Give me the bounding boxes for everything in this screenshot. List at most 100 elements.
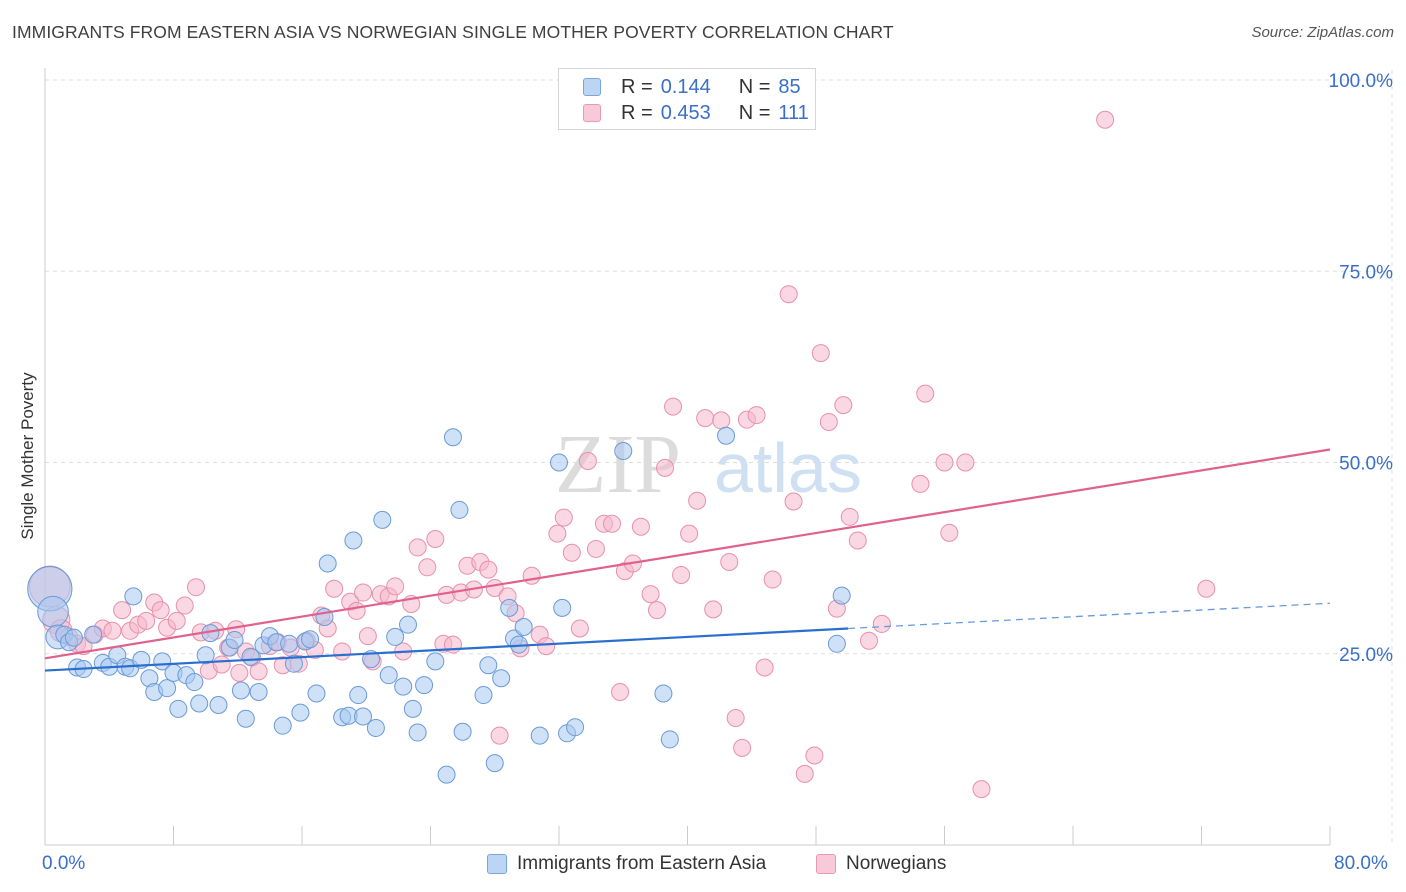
eastern-asia-trend-extension: [848, 602, 1331, 630]
norwegians-point: [631, 517, 650, 536]
norwegians-point: [479, 560, 498, 579]
y-tick-label: 25.0%: [1339, 645, 1393, 666]
norwegians-point: [972, 780, 991, 799]
norwegians-point: [704, 600, 723, 619]
norwegians-point: [418, 558, 437, 577]
norwegians-point: [672, 565, 691, 584]
norwegians-point: [490, 726, 509, 745]
eastern-asia-point: [354, 707, 373, 726]
norwegians-point: [763, 570, 782, 589]
norwegians-point: [916, 384, 935, 403]
eastern-asia-point: [373, 510, 392, 529]
norwegians-point: [548, 524, 567, 543]
norwegians-point: [103, 621, 122, 640]
norwegians-point: [840, 507, 859, 526]
norwegians-point: [354, 583, 373, 602]
y-tick-labels: 25.0% 50.0% 75.0% 100.0%: [1329, 71, 1394, 666]
norwegians-point: [688, 491, 707, 510]
eastern-asia-point: [566, 718, 585, 737]
norwegians-point: [811, 344, 830, 363]
eastern-asia-point: [450, 500, 469, 519]
eastern-asia-point: [196, 646, 215, 665]
norwegians-point: [186, 578, 205, 597]
eastern-asia-point: [84, 625, 103, 644]
eastern-asia-point: [132, 650, 151, 669]
bottom-legend-label: Immigrants from Eastern Asia: [517, 853, 767, 874]
norwegians-point: [386, 577, 405, 596]
norwegians-point: [554, 508, 573, 527]
axes: [44, 68, 1331, 846]
bottom-legend-eastern-asia: Immigrants from Eastern Asia: [487, 852, 766, 876]
norwegians-point: [603, 514, 622, 533]
norwegians-point: [726, 709, 745, 728]
eastern-asia-point: [362, 650, 381, 669]
norwegians-point: [647, 601, 666, 620]
eastern-asia-point: [474, 686, 493, 705]
norwegians-point: [1197, 579, 1216, 598]
eastern-asia-point: [301, 630, 320, 649]
eastern-asia-point: [415, 676, 434, 695]
eastern-asia-point: [366, 718, 385, 737]
eastern-asia-point: [190, 694, 209, 713]
legend-row-norwegians: R = 0.453 N = 111: [583, 100, 809, 126]
legend-row-eastern-asia: R = 0.144 N = 85: [583, 74, 801, 100]
norwegians-point: [784, 492, 803, 511]
norwegians-point: [940, 523, 959, 542]
chart-title: IMMIGRANTS FROM EASTERN ASIA VS NORWEGIA…: [12, 22, 894, 42]
eastern-asia-point: [492, 669, 511, 688]
norwegians-point: [680, 524, 699, 543]
norwegians-point: [175, 596, 194, 615]
legend-swatch-pink: [583, 104, 601, 122]
norwegians-point: [872, 614, 891, 633]
norwegians-point: [358, 627, 377, 646]
correlation-legend: R = 0.144 N = 85 R = 0.453 N = 111: [558, 68, 816, 130]
eastern-asia-point: [273, 716, 292, 735]
eastern-asia-point: [349, 686, 368, 705]
norwegians-point: [819, 412, 838, 431]
norwegians-point: [562, 543, 581, 562]
y-tick-label: 75.0%: [1339, 262, 1393, 283]
eastern-asia-point: [614, 442, 633, 461]
legend-swatch-blue: [583, 78, 601, 96]
norwegians-point: [212, 655, 231, 674]
norwegians-point: [747, 406, 766, 425]
eastern-asia-point: [553, 598, 572, 617]
eastern-asia-point: [64, 628, 83, 647]
eastern-asia-point: [307, 684, 326, 703]
eastern-asia-point: [284, 654, 303, 673]
norwegians-point: [911, 474, 930, 493]
eastern-asia-point: [832, 586, 851, 605]
norwegians-point: [1096, 110, 1115, 129]
eastern-asia-point: [158, 679, 177, 698]
norwegians-point: [537, 637, 556, 656]
eastern-asia-point: [225, 630, 244, 649]
norwegians-point: [611, 683, 630, 701]
eastern-asia-point: [403, 699, 422, 718]
eastern-asia-point: [514, 617, 533, 636]
eastern-asia-point: [530, 726, 549, 745]
norwegians-point: [712, 411, 731, 430]
eastern-asia-point: [399, 615, 418, 634]
norwegians-point: [779, 285, 798, 304]
eastern-asia-point: [827, 634, 846, 653]
eastern-asia-point: [500, 598, 519, 617]
norwegians-point: [586, 539, 605, 558]
x-tick-max: 80.0%: [1334, 853, 1388, 874]
legend-r-label: R =: [621, 101, 653, 124]
norwegians-point: [333, 642, 352, 661]
norwegians-point: [860, 631, 879, 650]
eastern-asia-point: [654, 684, 673, 703]
eastern-asia-trend-line: [44, 627, 849, 672]
eastern-asia-point: [185, 673, 204, 692]
norwegians-point: [347, 601, 366, 620]
norwegians-point: [408, 538, 427, 557]
eastern-asia-point: [443, 428, 462, 447]
grid-lines: [45, 70, 1393, 845]
bottom-legend-swatch-pink: [816, 854, 836, 874]
eastern-asia-point: [124, 587, 143, 606]
legend-n-label: N =: [738, 101, 771, 124]
norwegians-point: [720, 552, 739, 571]
y-axis-label: Single Mother Poverty: [18, 372, 37, 540]
norwegians-point: [426, 530, 445, 548]
